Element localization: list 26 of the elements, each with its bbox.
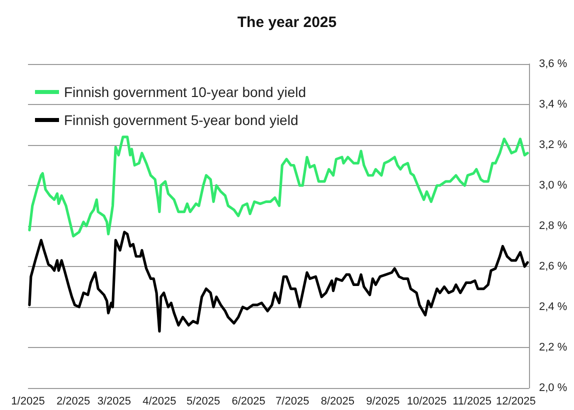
x-tick-label: 4/2025 bbox=[142, 396, 176, 408]
x-tick-label: 7/2025 bbox=[276, 396, 310, 408]
y-tick-label: 2,8 % bbox=[539, 220, 568, 232]
x-tick-label: 2/2025 bbox=[56, 396, 90, 408]
x-tick-label: 12/2025 bbox=[496, 396, 536, 408]
x-tick-label: 10/2025 bbox=[406, 396, 447, 408]
x-tick-label: 3/2025 bbox=[97, 396, 132, 408]
x-tick-label: 11/2025 bbox=[452, 396, 492, 408]
x-tick-label: 8/2025 bbox=[320, 396, 354, 408]
y-tick-label: 2,2 % bbox=[539, 342, 568, 354]
legend-label: Finnish government 10-year bond yield bbox=[64, 84, 306, 100]
x-tick-label: 6/2025 bbox=[232, 396, 266, 408]
legend-label: Finnish government 5-year bond yield bbox=[64, 112, 298, 128]
x-tick-label: 9/2025 bbox=[366, 396, 400, 408]
y-tick-label: 3,2 % bbox=[539, 139, 568, 151]
y-tick-label: 3,4 % bbox=[539, 98, 568, 110]
chart-title: The year 2025 bbox=[237, 14, 337, 31]
line-series bbox=[28, 136, 529, 238]
x-tick-label: 5/2025 bbox=[186, 396, 220, 408]
y-tick-label: 3,6 % bbox=[539, 58, 568, 70]
y-tick-label: 2,6 % bbox=[539, 260, 568, 272]
y-tick-label: 2,4 % bbox=[539, 301, 568, 313]
y-tick-label: 3,0 % bbox=[539, 180, 568, 192]
x-tick-label: 1/2025 bbox=[11, 396, 45, 408]
line-series bbox=[28, 230, 529, 333]
y-tick-label: 2,0 % bbox=[539, 382, 568, 394]
